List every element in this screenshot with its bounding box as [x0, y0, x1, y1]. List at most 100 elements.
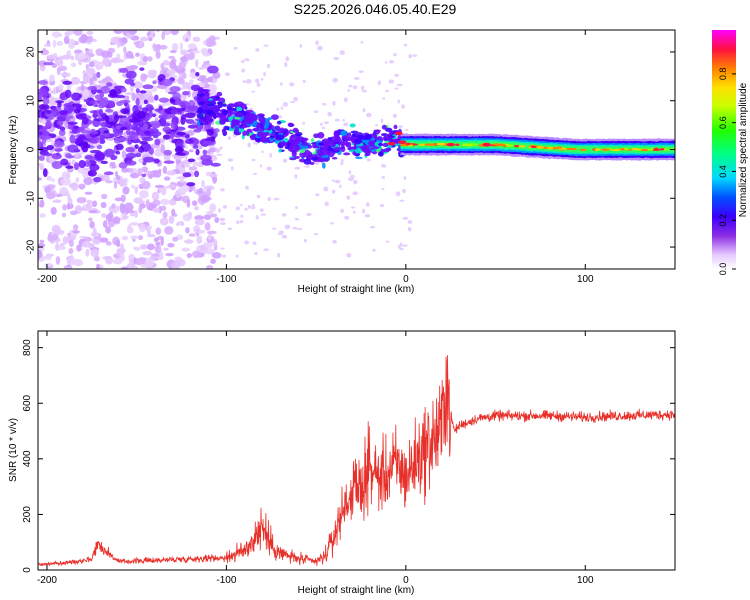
spectrogram-background-speckle	[113, 30, 123, 35]
spectrogram-energy-blob	[152, 80, 157, 85]
spectrogram-background-speckle	[67, 232, 71, 237]
spectrogram-background-speckle	[121, 266, 130, 269]
spectrogram-background-speckle	[186, 253, 192, 258]
spectrogram-background-speckle	[41, 119, 47, 125]
spectrogram-background-speckle	[121, 150, 127, 158]
spectrogram-ridge-blob	[335, 133, 340, 139]
spectrogram-background-speckle	[398, 244, 401, 249]
spectrogram-energy-blob	[148, 107, 155, 111]
spectrogram-energy-blob	[108, 100, 116, 108]
spectrogram-background-speckle	[166, 261, 173, 265]
spectrogram-energy-blob	[174, 152, 186, 156]
spectrogram-background-speckle	[204, 78, 208, 86]
spectrogram-energy-blob	[151, 113, 157, 118]
spectrogram-ridge-blob	[274, 125, 281, 131]
spectrogram-background-speckle	[188, 166, 198, 171]
spectrogram-background-speckle	[260, 77, 264, 81]
spectrogram-background-speckle	[154, 245, 162, 254]
spectrogram-background-speckle	[210, 258, 217, 264]
spectrogram-background-speckle	[412, 54, 418, 57]
snr-x-tick-label: -200	[37, 575, 57, 586]
spectrogram-background-speckle	[146, 243, 155, 251]
spectrogram-energy-blob	[118, 137, 128, 142]
spectrogram-energy-blob	[94, 151, 106, 161]
spectrogram-background-speckle	[259, 164, 263, 168]
spectrogram-energy-blob	[96, 144, 103, 150]
spectrogram-peak-spot	[454, 143, 460, 146]
spectrogram-background-speckle	[231, 166, 234, 171]
spectrogram-background-speckle	[362, 208, 366, 214]
spectrogram-background-speckle	[105, 213, 113, 222]
spectrogram-peak-spot	[631, 148, 640, 151]
spectrogram-background-speckle	[214, 148, 221, 153]
spectrogram-background-speckle	[129, 212, 135, 217]
spectrogram-background-speckle	[381, 187, 385, 191]
spectrogram-background-speckle	[317, 45, 323, 51]
spectrogram-background-speckle	[194, 215, 204, 221]
spectrogram-ridge-blob	[248, 113, 256, 118]
spectrogram-ridge-blob	[355, 156, 363, 160]
spectrogram-background-speckle	[105, 255, 113, 265]
spectrogram-background-speckle	[302, 79, 306, 84]
spectrogram-ridge-blob	[354, 138, 362, 145]
spectrogram-background-speckle	[211, 252, 222, 259]
spectrogram-background-speckle	[116, 239, 121, 248]
spectrogram-background-speckle	[181, 247, 190, 252]
spectrogram-background-speckle	[48, 74, 55, 83]
spectrogram-background-speckle	[83, 236, 93, 242]
spectrogram-background-speckle	[146, 229, 152, 235]
spectrogram-background-speckle	[284, 224, 291, 230]
spectrogram-background-speckle	[107, 51, 113, 58]
spectrogram-background-speckle	[196, 235, 202, 245]
spectrogram-background-speckle	[195, 58, 199, 68]
spectrogram-energy-blob	[202, 140, 214, 146]
spectrogram-background-speckle	[182, 72, 187, 80]
spectrogram-background-speckle	[189, 79, 194, 84]
spectrogram-background-speckle	[61, 177, 72, 186]
spectrogram-background-speckle	[176, 222, 180, 227]
spectrogram-background-speckle	[352, 85, 358, 90]
spectrogram-background-speckle	[68, 238, 74, 248]
spectrogram-background-speckle	[332, 101, 336, 106]
spectrogram-ridge-blob	[267, 117, 272, 121]
spectrogram-energy-blob	[190, 137, 199, 145]
spectrogram-energy-blob	[69, 115, 74, 119]
spectrogram-ridge-blob	[354, 148, 363, 154]
spectrogram-background-speckle	[397, 99, 400, 104]
spectrogram-background-speckle	[51, 224, 61, 234]
spectrogram-background-speckle	[294, 206, 299, 210]
spectrogram-background-speckle	[88, 53, 95, 58]
spectrogram-background-speckle	[152, 44, 158, 49]
spectrogram-energy-blob	[42, 152, 53, 157]
spectrogram-background-speckle	[364, 214, 371, 218]
spectrogram-background-speckle	[194, 206, 200, 211]
spectrogram-energy-blob	[90, 131, 99, 135]
spectrogram-background-speckle	[408, 54, 412, 59]
spectrogram-ridge-blob	[242, 124, 248, 129]
spectrogram-background-speckle	[292, 226, 298, 230]
snr-plot-area	[38, 331, 675, 570]
spectrogram-background-speckle	[323, 121, 329, 124]
spectrogram-energy-blob	[210, 162, 221, 167]
spectrogram-background-speckle	[240, 203, 243, 207]
spectrogram-energy-blob	[121, 87, 127, 93]
spectrogram-background-speckle	[63, 35, 70, 45]
spectrogram-background-speckle	[72, 230, 80, 234]
spectrogram-energy-blob	[187, 158, 196, 163]
spectrogram-background-speckle	[282, 158, 288, 163]
spectrogram-background-speckle	[227, 136, 232, 141]
spectrogram-energy-blob	[170, 121, 178, 130]
spectrogram-background-speckle	[62, 236, 68, 245]
spectrogram-background-speckle	[176, 65, 184, 70]
spectrogram-background-speckle	[241, 59, 245, 63]
spectrogram-energy-blob	[119, 117, 132, 122]
spectrogram-background-speckle	[86, 203, 91, 211]
spectrogram-background-speckle	[135, 257, 144, 266]
snr-frame	[37, 330, 676, 571]
spectrogram-background-speckle	[323, 186, 329, 192]
spectrogram-background-speckle	[289, 82, 295, 87]
spectrogram-peak-spot	[463, 143, 470, 146]
spectrogram-background-speckle	[38, 249, 43, 259]
spectrogram-background-speckle	[331, 179, 335, 182]
